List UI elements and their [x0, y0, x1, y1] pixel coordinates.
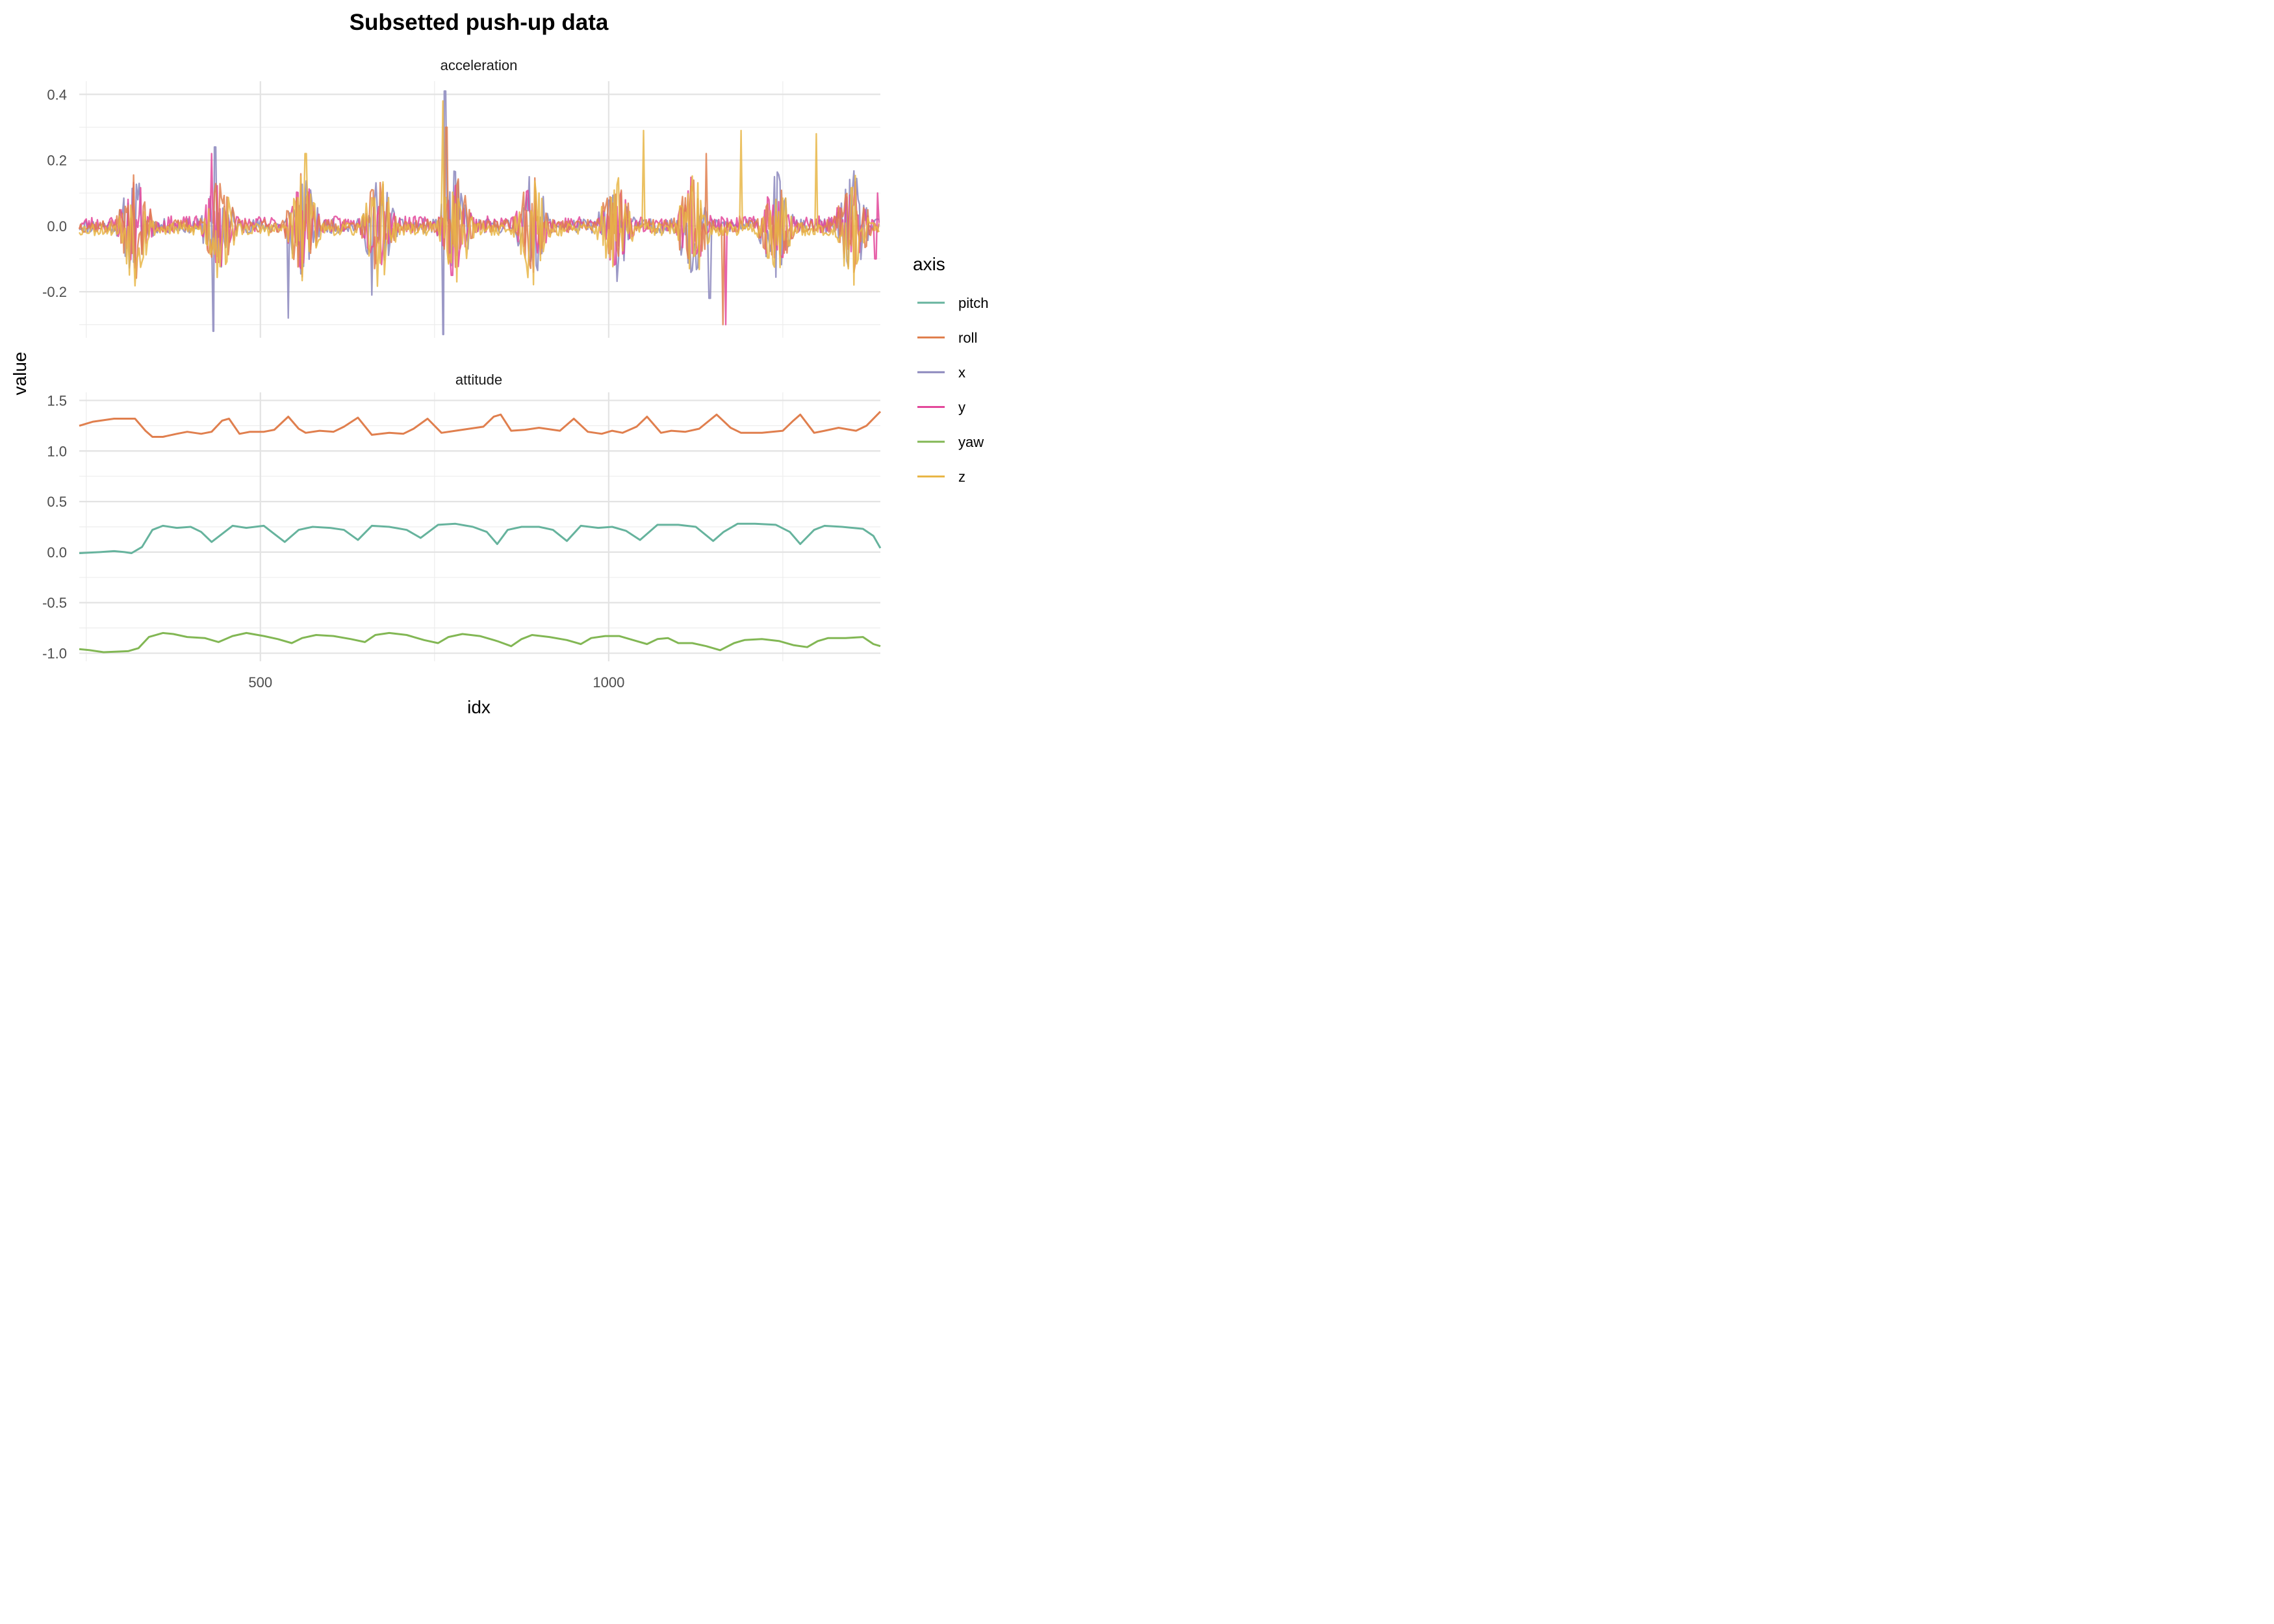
y-tick-label: -1.0 [42, 646, 67, 662]
panel-strip-acceleration: acceleration [441, 57, 518, 73]
legend-label-z: z [958, 469, 965, 485]
legend: pitch roll x y yaw z [917, 295, 988, 485]
chart-canvas: Subsetted push-up data acceleration atti… [10, 10, 988, 717]
y-tick-label: 1.5 [47, 392, 67, 409]
legend-label-pitch: pitch [958, 295, 988, 311]
panel-attitude: -1.0 -0.5 0.0 0.5 1.0 1.5 [42, 392, 882, 662]
x-axis-ticks: 500 1000 [248, 674, 624, 691]
panel-strip-attitude: attitude [455, 372, 502, 388]
legend-label-yaw: yaw [958, 434, 984, 450]
y-tick-label: 0.5 [47, 494, 67, 510]
legend-title: axis [913, 254, 945, 274]
series-line-acceleration-z [78, 100, 880, 287]
x-tick-label: 500 [248, 674, 272, 691]
y-tick-label: -0.5 [42, 595, 67, 611]
x-tick-label: 1000 [593, 674, 624, 691]
series-line-attitude-pitch [79, 522, 882, 554]
y-tick-label: 0.4 [47, 86, 67, 103]
legend-label-y: y [958, 400, 965, 416]
y-tick-label: 1.0 [47, 443, 67, 459]
x-axis-title: idx [467, 697, 491, 717]
series-line-attitude-yaw [79, 631, 881, 653]
y-tick-label: 0.0 [47, 218, 67, 235]
panel-acceleration: -0.2 0.0 0.2 0.4 [42, 81, 880, 338]
y-tick-label: -0.2 [42, 284, 67, 300]
series-line-attitude-roll [79, 411, 882, 438]
chart-title: Subsetted push-up data [350, 10, 609, 35]
y-tick-label: 0.0 [47, 544, 67, 561]
y-axis-title: value [10, 352, 30, 396]
legend-label-roll: roll [958, 330, 977, 346]
y-tick-label: 0.2 [47, 153, 67, 169]
legend-label-x: x [958, 364, 965, 381]
